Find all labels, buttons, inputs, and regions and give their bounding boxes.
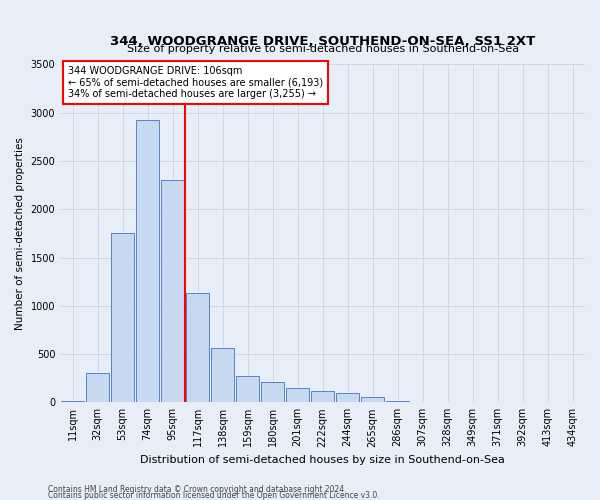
Bar: [286, 388, 309, 402]
Text: Size of property relative to semi-detached houses in Southend-on-Sea: Size of property relative to semi-detach…: [127, 44, 518, 54]
Bar: [361, 397, 384, 402]
Bar: [311, 390, 334, 402]
Y-axis label: Number of semi-detached properties: Number of semi-detached properties: [15, 137, 25, 330]
Text: Contains public sector information licensed under the Open Government Licence v3: Contains public sector information licen…: [48, 490, 380, 500]
Bar: [136, 120, 159, 402]
Title: 344, WOODGRANGE DRIVE, SOUTHEND-ON-SEA, SS1 2XT: 344, WOODGRANGE DRIVE, SOUTHEND-ON-SEA, …: [110, 35, 535, 48]
Bar: [211, 348, 234, 403]
Bar: [187, 293, 209, 403]
Bar: [161, 180, 184, 402]
Text: Contains HM Land Registry data © Crown copyright and database right 2024.: Contains HM Land Registry data © Crown c…: [48, 484, 347, 494]
Bar: [236, 376, 259, 402]
Bar: [262, 382, 284, 402]
Text: 344 WOODGRANGE DRIVE: 106sqm
← 65% of semi-detached houses are smaller (6,193)
3: 344 WOODGRANGE DRIVE: 106sqm ← 65% of se…: [68, 66, 323, 100]
Bar: [61, 401, 84, 402]
Bar: [112, 234, 134, 402]
Bar: [337, 392, 359, 402]
X-axis label: Distribution of semi-detached houses by size in Southend-on-Sea: Distribution of semi-detached houses by …: [140, 455, 505, 465]
Bar: [86, 374, 109, 402]
